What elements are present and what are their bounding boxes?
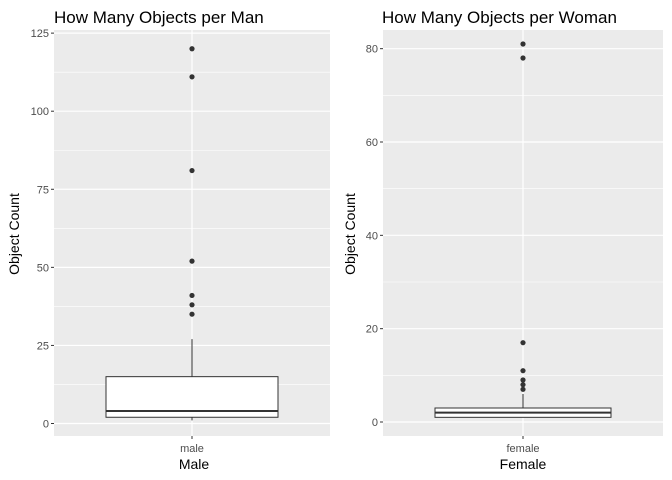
- outlier-point: [520, 368, 526, 374]
- y-tick-label: 0: [43, 419, 49, 431]
- box-plot: [434, 41, 612, 418]
- x-tick-label: female: [506, 443, 539, 455]
- y-tick-label: 25: [37, 340, 49, 352]
- outlier-point: [189, 258, 195, 264]
- y-axis-label: Object Count: [6, 193, 22, 275]
- outlier-point: [189, 292, 195, 299]
- outlier-point: [520, 382, 526, 388]
- y-axis-ticks: 0 20 40 60 80: [366, 44, 383, 429]
- y-tick-label: 60: [366, 137, 378, 149]
- y-tick-label: 100: [31, 106, 49, 118]
- x-axis-ticks: female: [506, 436, 540, 455]
- female-chart: How Many Objects per Woman 0 20 40 60 80 fem…: [342, 8, 663, 472]
- male-chart: How Many Objects per Man 0 25 50 75 100 125 m…: [6, 8, 330, 472]
- y-tick-label: 40: [366, 230, 378, 242]
- y-axis-ticks: 0 25 50 75 100 125: [31, 28, 54, 431]
- x-axis-label: Female: [500, 456, 547, 472]
- x-tick-label: male: [180, 443, 204, 455]
- x-axis-ticks: male: [180, 436, 204, 455]
- outlier-point: [189, 302, 195, 308]
- outlier-point: [189, 74, 195, 80]
- outlier-point: [189, 311, 195, 317]
- y-axis-label: Object Count: [342, 193, 358, 275]
- y-tick-label: 20: [366, 324, 378, 336]
- y-tick-label: 125: [31, 28, 49, 40]
- outlier-point: [189, 46, 195, 52]
- y-tick-label: 80: [366, 44, 378, 56]
- y-tick-label: 0: [372, 417, 378, 429]
- outlier-point: [189, 167, 195, 174]
- outlier-point: [520, 55, 526, 61]
- outlier-point: [520, 340, 526, 346]
- chart-title: How Many Objects per Woman: [382, 8, 617, 27]
- outlier-point: [520, 41, 526, 47]
- y-tick-label: 75: [37, 184, 49, 196]
- outlier-point: [520, 377, 526, 383]
- x-axis-label: Male: [179, 456, 210, 472]
- y-tick-label: 50: [37, 262, 49, 274]
- box-plot: [105, 46, 279, 421]
- chart-title: How Many Objects per Man: [54, 8, 264, 27]
- outlier-point: [520, 386, 526, 392]
